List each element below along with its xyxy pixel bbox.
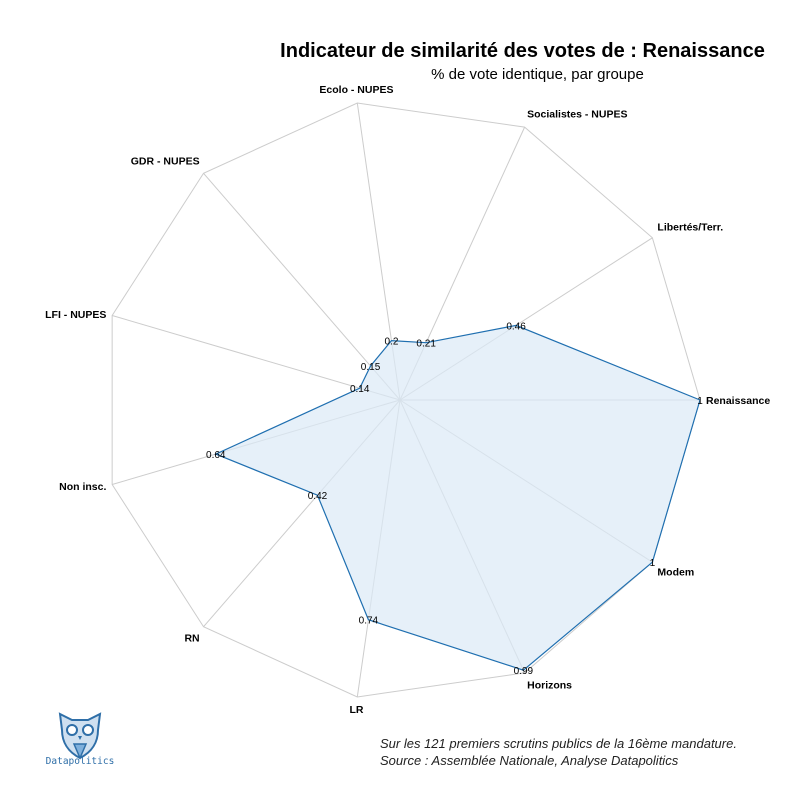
- grid-spoke: [112, 315, 401, 401]
- data-label: 0.15: [361, 362, 381, 373]
- data-label: 0.46: [506, 321, 526, 332]
- grid-outline: [111, 102, 701, 698]
- footnote-source: Source : Assemblée Nationale, Analyse Da…: [380, 753, 679, 768]
- axis-label: Ecolo - NUPES: [319, 84, 393, 96]
- axis-label: LFI - NUPES: [45, 309, 106, 321]
- data-label: 0.21: [416, 339, 436, 350]
- data-label: 1: [697, 396, 703, 407]
- data-label: 1: [650, 558, 656, 569]
- axis-label: RN: [184, 632, 199, 644]
- data-label: 0.42: [308, 491, 328, 502]
- grid-spoke: [203, 172, 401, 401]
- owl-logo-icon: [58, 712, 102, 760]
- chart-title: Indicateur de similarité des votes de : …: [280, 40, 765, 62]
- data-label: 0.64: [206, 450, 226, 461]
- data-label: 0.99: [514, 666, 534, 677]
- data-label: 0.74: [359, 616, 379, 627]
- axis-label: Renaissance: [706, 395, 770, 407]
- axis-label: GDR - NUPES: [131, 156, 200, 168]
- axis-label: LR: [349, 704, 363, 716]
- logo-text: Datapolitics: [45, 756, 115, 767]
- axis-label: Socialistes - NUPES: [527, 109, 627, 121]
- axis-label: Libertés/Terr.: [657, 222, 723, 234]
- axis-label: Non insc.: [59, 481, 106, 493]
- chart-subtitle: % de vote identique, par groupe: [431, 66, 644, 83]
- footnote-scope: Sur les 121 premiers scrutins publics de…: [380, 736, 737, 751]
- series-area: [214, 324, 701, 671]
- axis-label: Horizons: [527, 679, 572, 691]
- axis-label: Modem: [657, 566, 694, 578]
- data-label: 0.2: [385, 337, 399, 348]
- data-label: 0.14: [350, 384, 370, 395]
